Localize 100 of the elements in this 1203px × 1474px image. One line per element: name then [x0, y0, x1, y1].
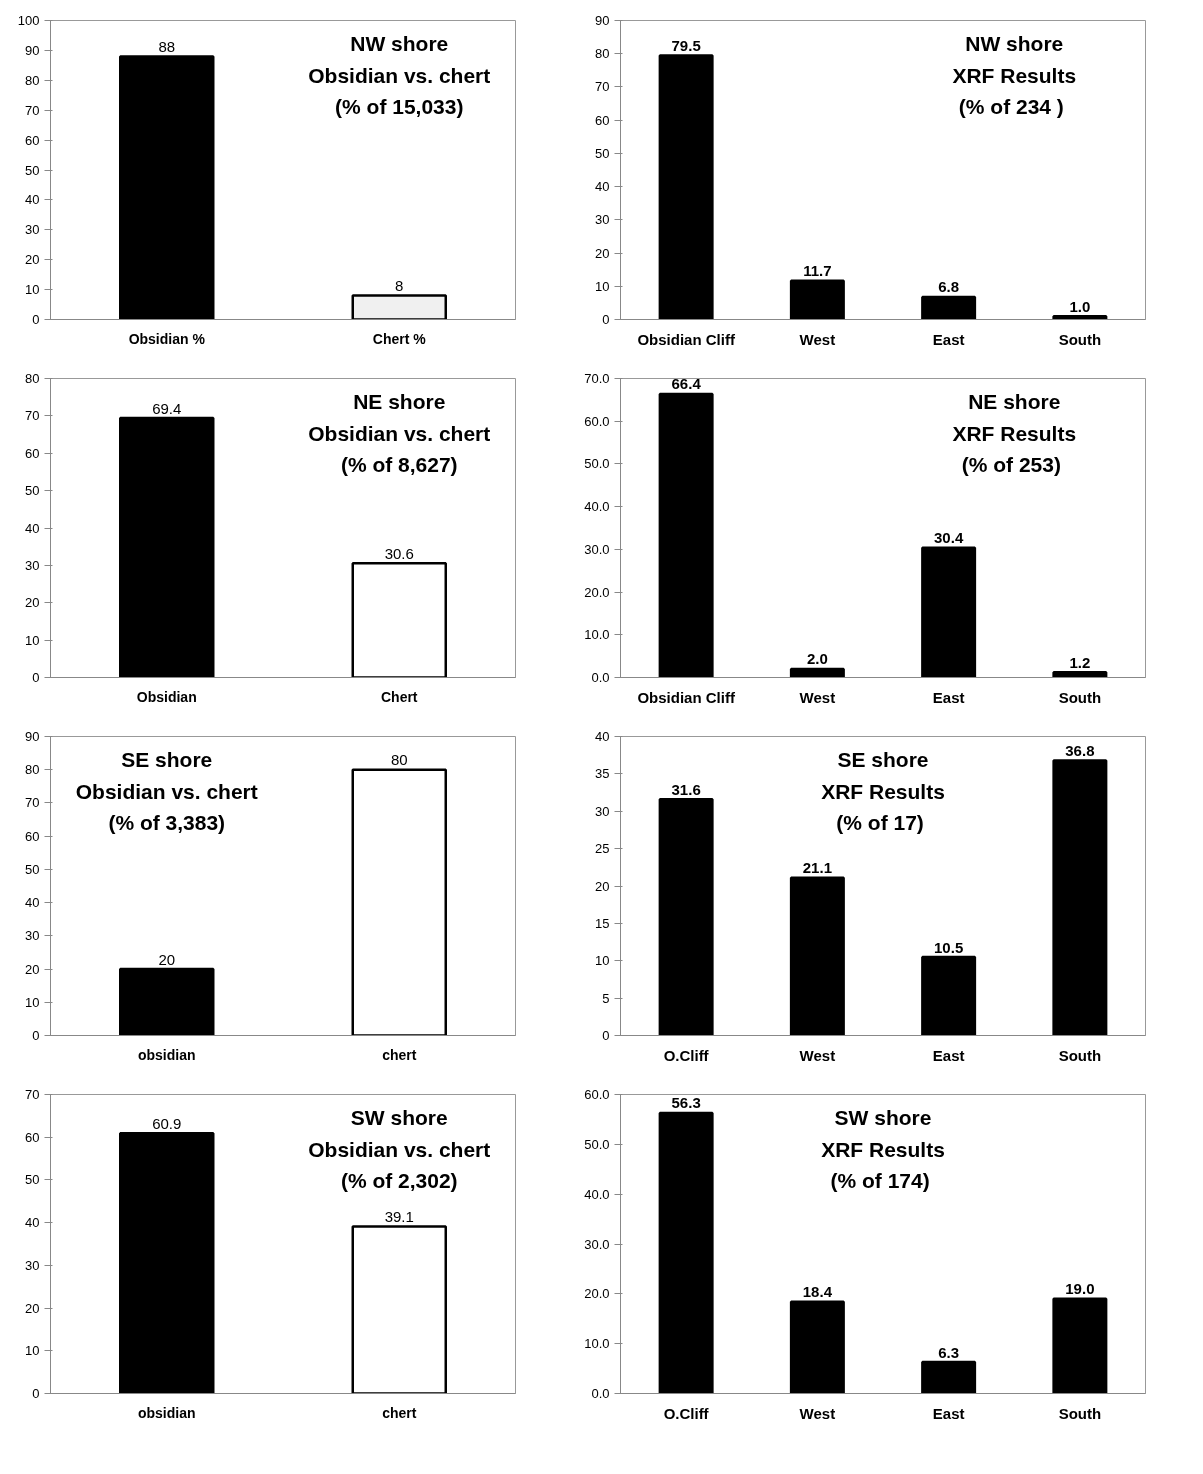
bar: [658, 798, 714, 1036]
bar: [1052, 1297, 1108, 1394]
x-tick-label: Obsidian Cliff: [637, 330, 736, 348]
x-tick-label: West: [799, 1046, 836, 1064]
x-tick-label: Chert %: [372, 330, 427, 347]
data-label: 39.1: [384, 1208, 414, 1225]
x-tick-label: South: [1058, 688, 1102, 706]
bar: [921, 955, 977, 1036]
y-tick-label: 10: [25, 632, 40, 648]
y-tick-label: 40: [25, 1215, 40, 1231]
data-label: 66.4: [671, 375, 702, 393]
bar: [921, 546, 977, 678]
bar: [789, 876, 845, 1036]
text: NW shore Obsidian vs. chert (% of 15,033): [308, 32, 491, 119]
x-tick-label: South: [1058, 330, 1102, 348]
y-tick-label: 70: [25, 102, 40, 118]
y-tick-label: 60.0: [584, 413, 610, 429]
y-tick-label: 80: [595, 46, 610, 62]
text: NE shore Obsidian vs. chert (% of 8,627): [308, 390, 491, 477]
x-tick-label: South: [1058, 1046, 1102, 1064]
data-label: 21.1: [802, 859, 832, 877]
y-tick-label: 50: [25, 1172, 40, 1188]
y-tick-label: 10: [25, 282, 40, 298]
y-tick-label: 10: [595, 953, 610, 969]
data-label: 30.4: [934, 529, 964, 547]
data-label: 80: [390, 751, 408, 769]
x-tick-label: West: [799, 1404, 836, 1422]
data-label: 8: [395, 277, 404, 295]
y-tick-label: 40: [25, 192, 40, 208]
y-tick-label: 50.0: [584, 456, 610, 472]
y-tick-label: 90: [25, 42, 40, 58]
y-tick-label: 0: [32, 1028, 40, 1043]
y-tick-label: 30.0: [584, 541, 610, 557]
y-tick-label: 20: [25, 595, 40, 611]
text: SW shore XRF Results (% of 174): [821, 1106, 945, 1193]
y-tick-label: 70: [25, 795, 40, 811]
y-tick-label: 40.0: [584, 1186, 610, 1202]
y-tick-label: 40: [595, 179, 610, 195]
y-tick-label: 30: [595, 803, 610, 819]
x-tick-label: West: [799, 688, 836, 706]
y-tick-label: 60: [595, 112, 610, 128]
y-tick-label: 90: [595, 13, 610, 28]
y-tick-label: 35: [595, 766, 610, 782]
y-tick-label: 30.0: [584, 1236, 610, 1252]
data-label: 79.5: [671, 36, 701, 54]
data-label: 6.3: [938, 1343, 960, 1361]
data-label: 2.0: [806, 650, 828, 668]
data-label: 18.4: [802, 1283, 833, 1301]
y-tick-label: 70: [595, 79, 610, 95]
y-tick-label: 30: [595, 212, 610, 228]
data-label: 20: [158, 950, 176, 968]
x-tick-label: West: [799, 330, 836, 348]
y-tick-label: 30: [25, 1257, 40, 1273]
x-tick-label: East: [932, 688, 965, 706]
y-tick-label: 20: [25, 252, 40, 268]
y-tick-label: 0.0: [591, 1386, 610, 1401]
x-tick-label: East: [932, 1404, 965, 1422]
data-label: 31.6: [671, 780, 701, 798]
y-tick-label: 60: [25, 445, 40, 461]
y-tick-label: 0.0: [591, 670, 610, 685]
data-label: 1.2: [1069, 653, 1091, 671]
y-tick-label: 10.0: [584, 627, 610, 643]
data-label: 6.8: [938, 278, 960, 296]
y-tick-label: 20: [595, 878, 610, 894]
y-tick-label: 50: [25, 483, 40, 499]
y-tick-label: 30: [25, 557, 40, 573]
y-tick-label: 50.0: [584, 1136, 610, 1152]
bar: [921, 1360, 977, 1394]
x-tick-label: East: [932, 1046, 965, 1064]
data-label: 1.0: [1069, 297, 1091, 315]
x-tick-label: Obsidian Cliff: [637, 688, 736, 706]
y-tick-label: 20: [595, 245, 610, 261]
y-tick-label: 100: [17, 13, 40, 28]
x-tick-label: obsidian: [137, 1404, 196, 1421]
y-tick-label: 50: [595, 145, 610, 161]
bar: [658, 54, 714, 320]
text: NW shore XRF Results (% of 234 ): [952, 32, 1077, 119]
data-label: 60.9: [152, 1114, 182, 1132]
x-tick-label: Obsidian: [136, 688, 197, 705]
y-tick-label: 0: [602, 1028, 610, 1043]
data-label: 10.5: [934, 938, 964, 956]
y-tick-label: 80: [25, 371, 40, 386]
text: SE shore XRF Results (% of 17): [821, 748, 945, 835]
y-tick-label: 70.0: [584, 371, 610, 386]
y-tick-label: 60: [25, 828, 40, 844]
y-tick-label: 10: [25, 1343, 40, 1359]
y-tick-label: 20: [25, 1300, 40, 1316]
y-tick-label: 40: [595, 729, 610, 744]
data-label: 56.3: [671, 1094, 701, 1112]
y-tick-label: 60: [25, 132, 40, 148]
data-label: 36.8: [1065, 741, 1095, 759]
y-tick-label: 40: [25, 895, 40, 911]
bar: [789, 1300, 845, 1394]
y-tick-label: 0: [32, 1386, 40, 1401]
text: SE shore Obsidian vs. chert (% of 3,383): [75, 748, 258, 835]
x-tick-label: obsidian: [137, 1046, 196, 1063]
bar: [789, 667, 845, 678]
bar: [921, 295, 977, 320]
y-tick-label: 20.0: [584, 1286, 610, 1302]
data-label: 19.0: [1065, 1280, 1095, 1298]
